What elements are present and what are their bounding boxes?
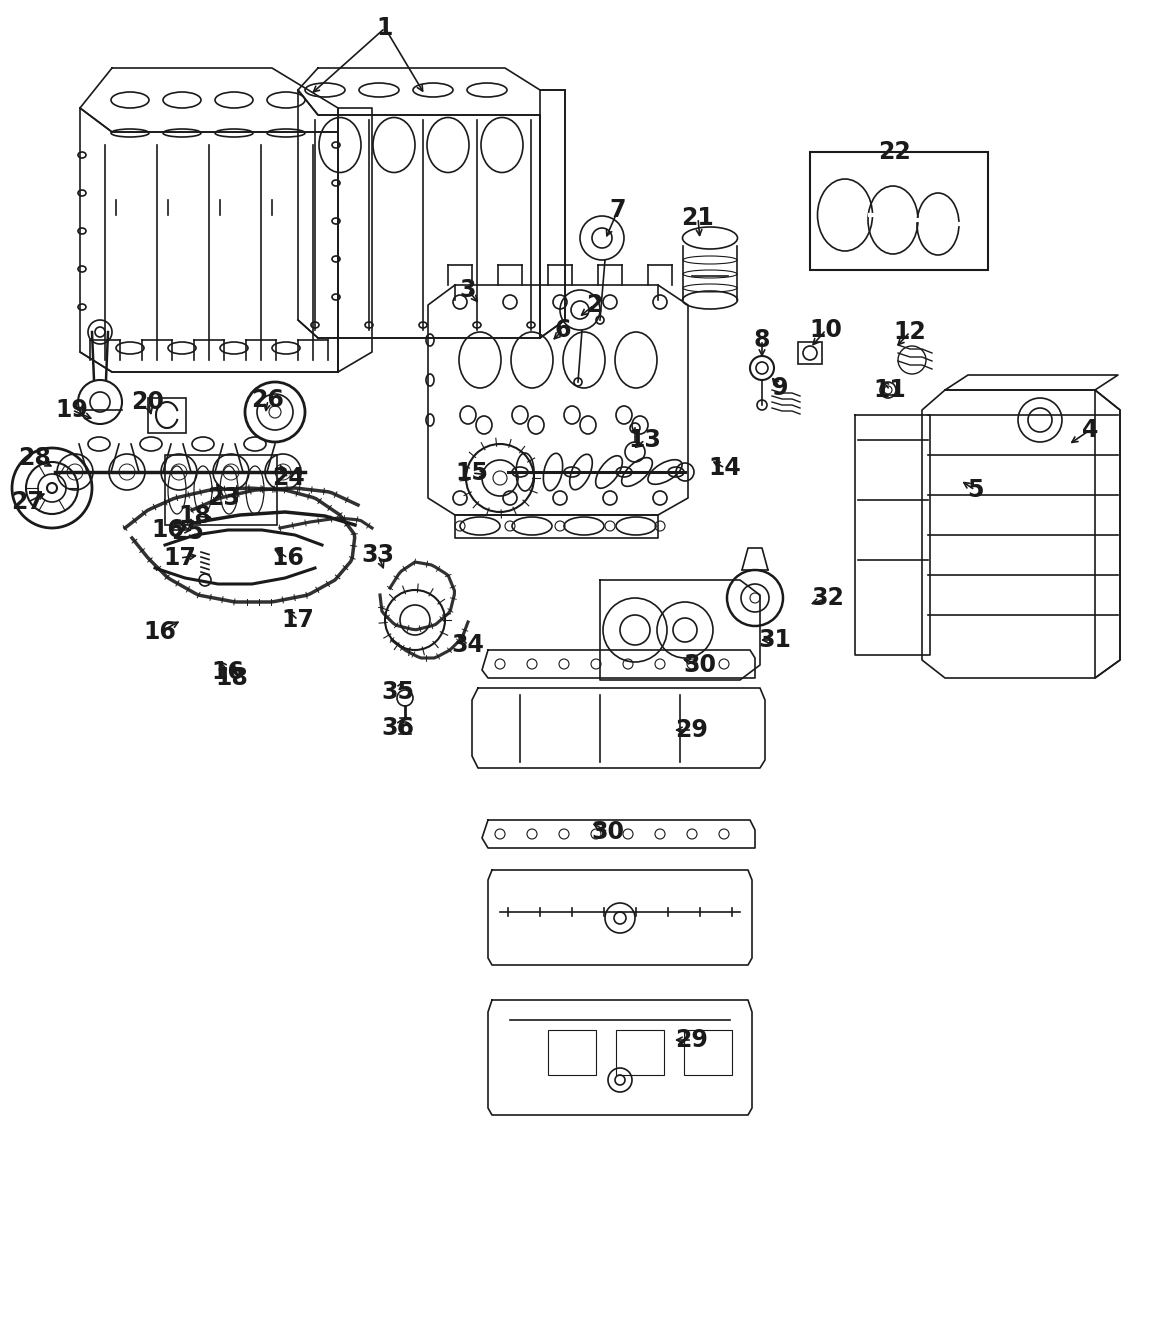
Text: 8: 8: [754, 328, 770, 352]
Text: 17: 17: [282, 608, 314, 632]
Text: 33: 33: [362, 543, 394, 567]
Text: 12: 12: [893, 320, 927, 344]
Text: 18: 18: [179, 504, 211, 528]
Bar: [148, 399, 186, 433]
Text: 11: 11: [873, 377, 906, 402]
Text: 5: 5: [966, 478, 984, 502]
Text: 1: 1: [377, 16, 393, 40]
Bar: [165, 455, 277, 526]
Text: 29: 29: [675, 718, 709, 741]
Text: 16: 16: [152, 518, 184, 542]
Text: 23: 23: [208, 486, 240, 510]
Text: 29: 29: [675, 1027, 709, 1053]
Text: 30: 30: [592, 820, 624, 843]
Bar: [810, 152, 988, 270]
Text: 16: 16: [271, 545, 304, 571]
Text: 16: 16: [144, 620, 176, 643]
Text: 9: 9: [771, 376, 789, 400]
Text: 10: 10: [810, 318, 842, 342]
Text: 13: 13: [629, 428, 661, 451]
Text: 20: 20: [131, 391, 165, 414]
Text: 17: 17: [164, 545, 196, 571]
Text: 6: 6: [554, 318, 571, 342]
Text: 3: 3: [459, 278, 477, 302]
Bar: [548, 1030, 596, 1075]
Text: 36: 36: [382, 716, 414, 740]
Text: 30: 30: [683, 653, 717, 677]
Text: 18: 18: [216, 666, 248, 690]
Bar: [616, 1030, 664, 1075]
Text: 16: 16: [211, 659, 245, 685]
Text: 32: 32: [812, 587, 844, 610]
Text: 24: 24: [271, 466, 304, 490]
Text: 21: 21: [682, 207, 715, 230]
Text: 35: 35: [382, 681, 414, 704]
Text: 34: 34: [451, 633, 485, 657]
Bar: [684, 1030, 732, 1075]
Text: 26: 26: [252, 388, 284, 412]
Bar: [798, 342, 822, 364]
Text: 15: 15: [456, 461, 488, 485]
Text: 19: 19: [56, 399, 88, 422]
Text: 25: 25: [172, 520, 204, 544]
Text: 4: 4: [1082, 418, 1099, 442]
Text: 7: 7: [610, 199, 626, 222]
Text: 28: 28: [19, 446, 51, 470]
Text: 2: 2: [586, 293, 602, 316]
Text: 22: 22: [878, 140, 912, 164]
Text: 14: 14: [709, 455, 741, 481]
Text: 31: 31: [759, 628, 791, 651]
Text: 27: 27: [12, 490, 44, 514]
